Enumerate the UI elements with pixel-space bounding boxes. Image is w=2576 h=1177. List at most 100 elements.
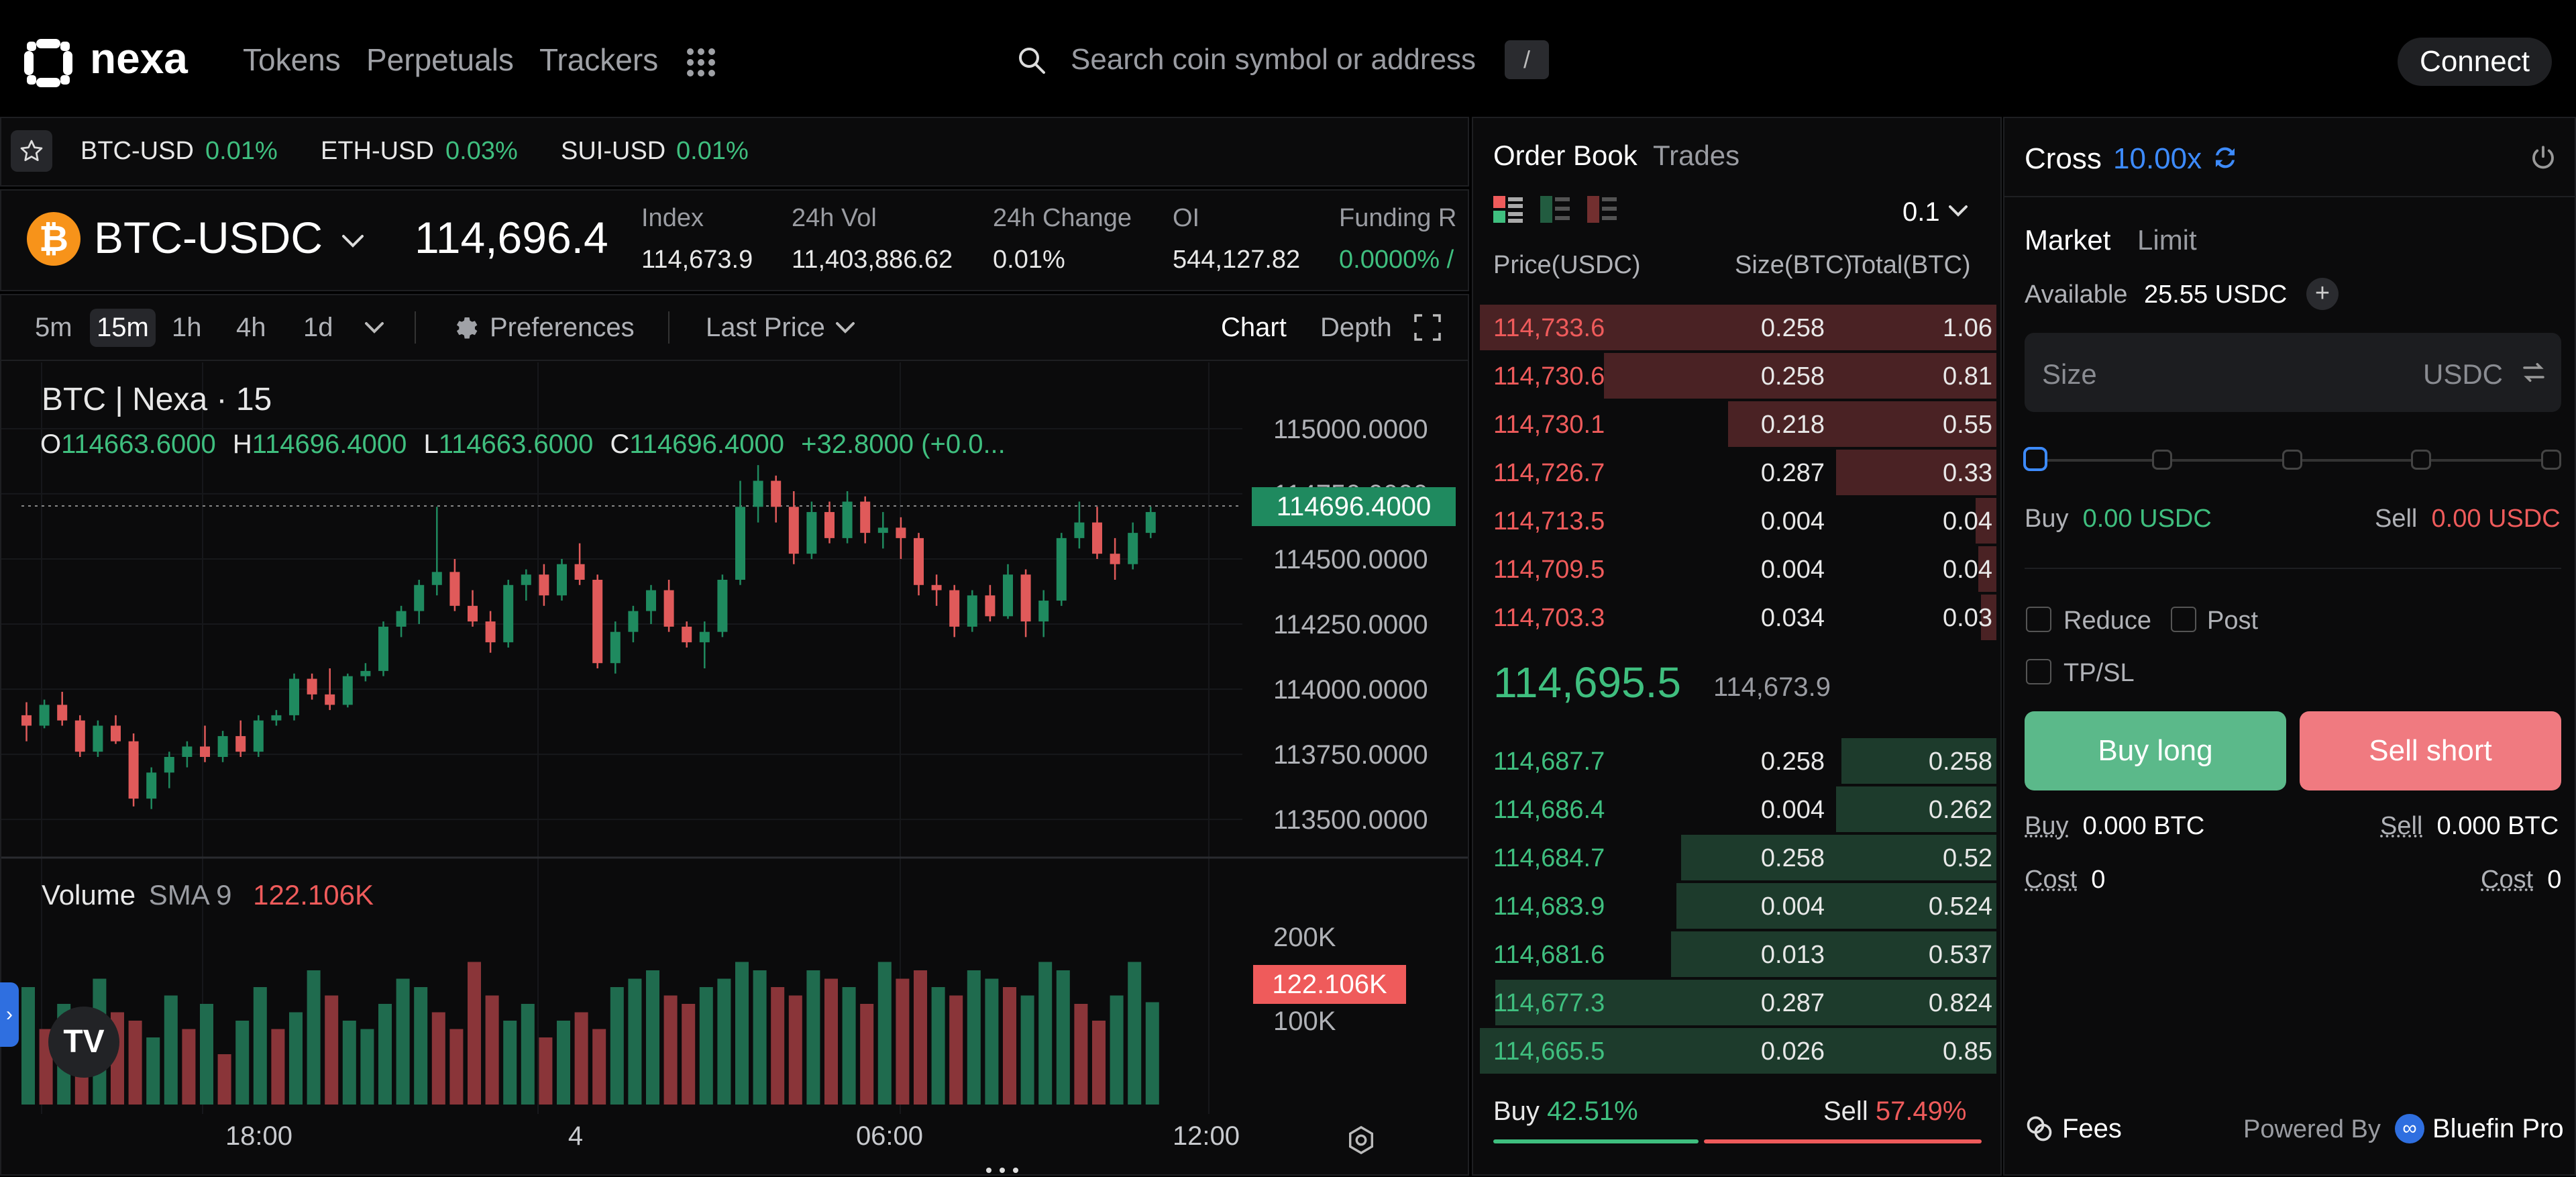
tab-market[interactable]: Market xyxy=(2025,224,2111,256)
price-chart[interactable]: 115000.0000114750.0000114500.0000114250.… xyxy=(1,362,1468,1174)
fullscreen-icon[interactable] xyxy=(1413,313,1442,342)
leverage[interactable]: 10.00x xyxy=(2113,142,2202,175)
time-tick-label: 06:00 xyxy=(856,1121,923,1151)
ask-row[interactable]: 114,713.5 0.004 0.04 xyxy=(1474,497,1996,545)
candle-body xyxy=(914,538,924,585)
slider-step-75[interactable] xyxy=(2411,450,2431,470)
favorites-button[interactable] xyxy=(11,130,52,172)
tab-order-book[interactable]: Order Book xyxy=(1493,140,1638,171)
resize-handle-icon[interactable] xyxy=(983,1165,1021,1173)
ask-row[interactable]: 114,709.5 0.004 0.04 xyxy=(1474,545,1996,593)
bid-row[interactable]: 114,687.7 0.258 0.258 xyxy=(1474,737,1996,785)
bid-row[interactable]: 114,684.7 0.258 0.52 xyxy=(1474,833,1996,882)
slider-step-100[interactable] xyxy=(2541,450,2561,470)
swap-unit-icon[interactable] xyxy=(2520,358,2548,387)
ask-row[interactable]: 114,730.6 0.258 0.81 xyxy=(1474,352,1996,400)
bid-row[interactable]: 114,686.4 0.004 0.262 xyxy=(1474,785,1996,833)
timeframe-5m[interactable]: 5m xyxy=(35,313,72,342)
price-type-select[interactable]: Last Price xyxy=(706,313,825,342)
volume-bar xyxy=(360,1029,374,1105)
timeframe-1h[interactable]: 1h xyxy=(172,313,202,342)
buy-long-button[interactable]: Buy long xyxy=(2025,711,2286,790)
ohlc-high: 114696.4000 xyxy=(252,429,407,459)
tab-depth[interactable]: Depth xyxy=(1320,313,1392,342)
ticker-symbol[interactable]: SUI-USD xyxy=(561,137,666,165)
brand-name[interactable]: nexa xyxy=(90,34,188,83)
volume-bar xyxy=(1128,962,1142,1105)
volume-bar xyxy=(146,1037,160,1105)
candle-body xyxy=(468,605,478,622)
volume-bar xyxy=(485,995,499,1105)
candle-body xyxy=(289,678,299,715)
sell-short-button[interactable]: Sell short xyxy=(2300,711,2561,790)
drawing-toolbar-toggle[interactable]: › xyxy=(0,982,19,1047)
chart-settings-icon[interactable] xyxy=(1346,1125,1377,1156)
orderbook-layout-icons[interactable] xyxy=(1493,195,1627,225)
tpsl-checkbox[interactable] xyxy=(2026,659,2051,684)
search-input[interactable]: Search coin symbol or address / xyxy=(1017,36,1554,83)
sell-ratio: Sell 57.49% xyxy=(1823,1096,1967,1126)
reduce-checkbox[interactable] xyxy=(2026,607,2051,632)
size-slider-handle[interactable] xyxy=(2023,447,2047,471)
ticker-symbol[interactable]: BTC-USD xyxy=(80,137,194,165)
volume-bar xyxy=(1056,970,1070,1105)
bid-row[interactable]: 114,677.3 0.287 0.824 xyxy=(1474,978,1996,1027)
ask-row[interactable]: 114,703.3 0.034 0.03 xyxy=(1474,593,1996,642)
gear-icon[interactable] xyxy=(451,313,479,341)
ticker-symbol[interactable]: ETH-USD xyxy=(321,137,434,165)
post-label: Post xyxy=(2207,607,2259,635)
fees-label[interactable]: Fees xyxy=(2062,1114,2122,1143)
ask-size: 0.218 xyxy=(1760,411,1825,439)
margin-mode[interactable]: Cross xyxy=(2025,142,2102,175)
timeframe-dropdown-icon[interactable] xyxy=(362,318,386,337)
nexa-logo-icon[interactable] xyxy=(21,36,75,90)
size-unit[interactable]: USDC xyxy=(2423,358,2504,390)
tradingview-logo-icon[interactable]: TV xyxy=(48,1007,119,1078)
chevron-down-icon[interactable] xyxy=(833,318,857,337)
candle-body xyxy=(217,735,228,757)
ask-row[interactable]: 114,730.1 0.218 0.55 xyxy=(1474,400,1996,448)
chevron-down-icon[interactable] xyxy=(339,231,366,251)
nav-tokens[interactable]: Tokens xyxy=(243,42,341,77)
ohlc-open: 114663.6000 xyxy=(61,429,216,459)
timeframe-1d[interactable]: 1d xyxy=(303,313,333,342)
volume-bar xyxy=(824,978,838,1105)
slider-step-25[interactable] xyxy=(2152,450,2172,470)
market-symbol[interactable]: BTC-USDC xyxy=(94,213,323,262)
tab-chart[interactable]: Chart xyxy=(1221,313,1287,342)
buy-ratio: Buy 42.51% xyxy=(1493,1096,1638,1126)
timeframe-4h[interactable]: 4h xyxy=(236,313,266,342)
tab-trades[interactable]: Trades xyxy=(1653,140,1740,171)
apps-grid-icon[interactable] xyxy=(686,47,716,78)
fees-icon[interactable] xyxy=(2025,1114,2054,1143)
post-checkbox[interactable] xyxy=(2171,607,2196,632)
slider-step-50[interactable] xyxy=(2282,450,2302,470)
ask-row[interactable]: 114,726.7 0.287 0.33 xyxy=(1474,448,1996,497)
timeframe-15m[interactable]: 15m xyxy=(90,309,156,347)
tick-size-select[interactable]: 0.1 xyxy=(1902,197,1940,227)
candle-body xyxy=(307,678,317,695)
ask-row[interactable]: 114,733.6 0.258 1.06 xyxy=(1474,303,1996,352)
swap-icon[interactable] xyxy=(2211,144,2239,172)
volume-bar xyxy=(271,1029,285,1105)
volume-bar xyxy=(753,970,767,1105)
ask-total: 0.81 xyxy=(1943,362,1992,391)
preferences-button[interactable]: Preferences xyxy=(490,313,635,342)
power-icon[interactable] xyxy=(2529,144,2557,172)
nav-perpetuals[interactable]: Perpetuals xyxy=(366,42,514,77)
bid-row[interactable]: 114,681.6 0.013 0.537 xyxy=(1474,930,1996,978)
bid-size: 0.258 xyxy=(1760,748,1825,776)
size-input[interactable]: Size USDC xyxy=(2025,333,2561,412)
ask-size: 0.258 xyxy=(1760,314,1825,342)
chevron-down-icon[interactable] xyxy=(1947,203,1970,220)
bid-row[interactable]: 114,665.5 0.026 0.85 xyxy=(1474,1027,1996,1075)
bid-size: 0.004 xyxy=(1760,892,1825,921)
tab-limit[interactable]: Limit xyxy=(2137,224,2197,256)
size-placeholder: Size xyxy=(2042,358,2097,390)
deposit-add-icon[interactable]: + xyxy=(2306,278,2339,310)
provider-name[interactable]: Bluefin Pro xyxy=(2432,1114,2564,1143)
nav-trackers[interactable]: Trackers xyxy=(539,42,659,77)
connect-button[interactable]: Connect xyxy=(2398,38,2552,86)
bid-row[interactable]: 114,683.9 0.004 0.524 xyxy=(1474,882,1996,930)
candle-body xyxy=(449,572,460,606)
